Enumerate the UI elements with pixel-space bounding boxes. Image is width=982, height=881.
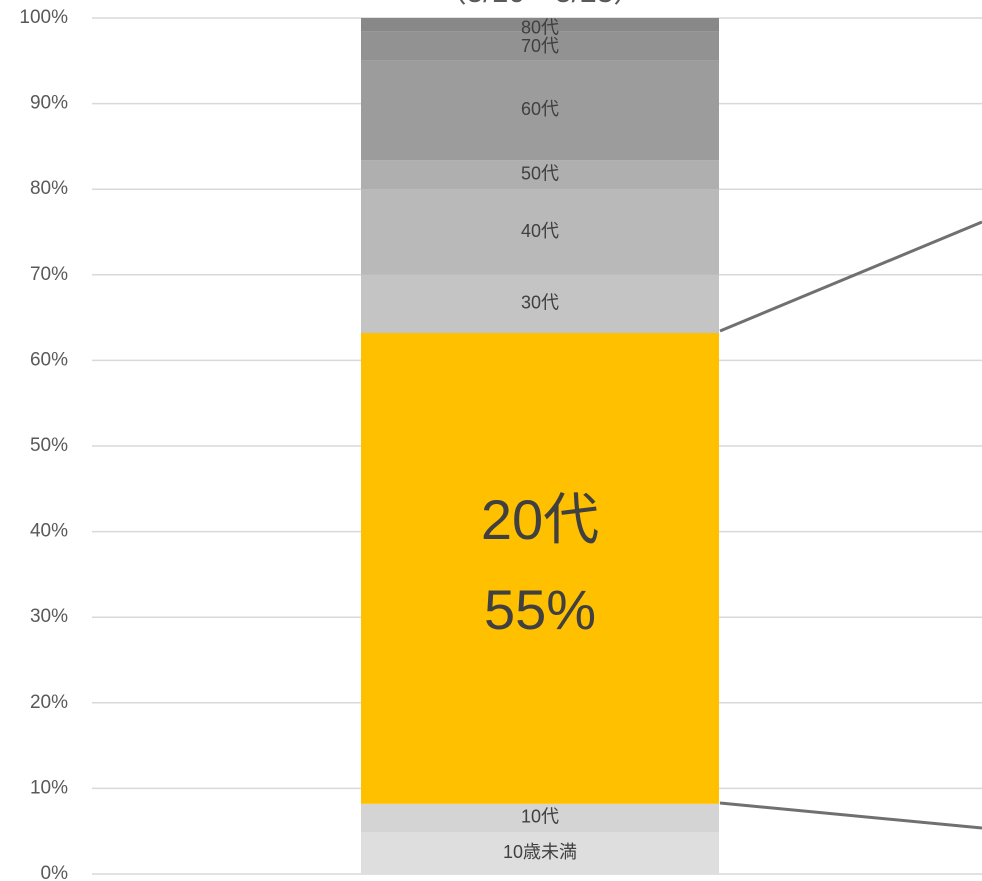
bar-segment [361, 832, 719, 874]
segment-label: 50代 [521, 163, 559, 183]
segment-label: 20代 [481, 488, 599, 551]
y-tick-label: 90% [30, 93, 68, 114]
segment-label: 10歳未満 [503, 842, 577, 862]
data-label: 55% [484, 578, 596, 641]
bar-segment [361, 160, 719, 190]
y-tick-label: 70% [30, 264, 68, 285]
bar-segment [361, 274, 719, 334]
segment-label: 60代 [521, 99, 559, 119]
segment-label: 80代 [521, 18, 559, 38]
y-tick-label: 80% [30, 178, 68, 199]
segment-label: 30代 [521, 293, 559, 313]
bar-segment [361, 803, 719, 833]
chart-subtitle: （5/10～5/23） [437, 0, 644, 9]
connector-line [719, 801, 982, 830]
y-tick-label: 100% [19, 7, 68, 28]
bar-segment [361, 333, 719, 804]
segment-label: 70代 [521, 36, 559, 56]
segment-label: 10代 [521, 807, 559, 827]
y-tick-label: 50% [30, 435, 68, 456]
y-tick-label: 10% [30, 777, 68, 798]
y-tick-label: 30% [30, 606, 68, 627]
y-tick-label: 20% [30, 692, 68, 713]
bar-segment [361, 189, 719, 275]
connector-line [719, 220, 982, 333]
bar-segment [361, 60, 719, 161]
y-tick-label: 40% [30, 521, 68, 542]
bar-segment [361, 18, 719, 32]
y-tick-label: 0% [41, 863, 69, 881]
y-tick-label: 60% [30, 349, 68, 370]
segment-label: 40代 [521, 221, 559, 241]
bar-segment [361, 31, 719, 61]
